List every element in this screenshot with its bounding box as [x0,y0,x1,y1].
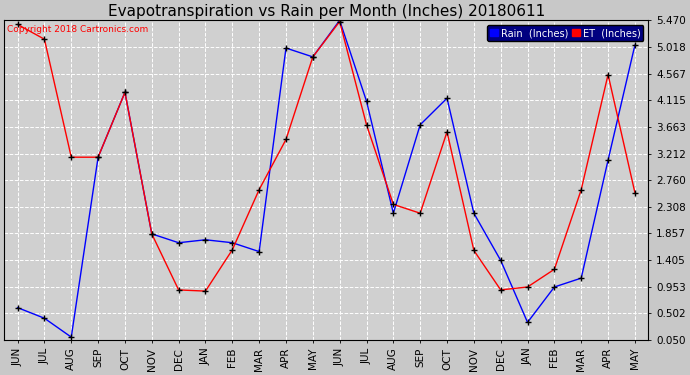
Title: Evapotranspiration vs Rain per Month (Inches) 20180611: Evapotranspiration vs Rain per Month (In… [108,4,545,19]
Text: Copyright 2018 Cartronics.com: Copyright 2018 Cartronics.com [8,25,148,34]
Legend: Rain  (Inches), ET  (Inches): Rain (Inches), ET (Inches) [487,25,644,41]
